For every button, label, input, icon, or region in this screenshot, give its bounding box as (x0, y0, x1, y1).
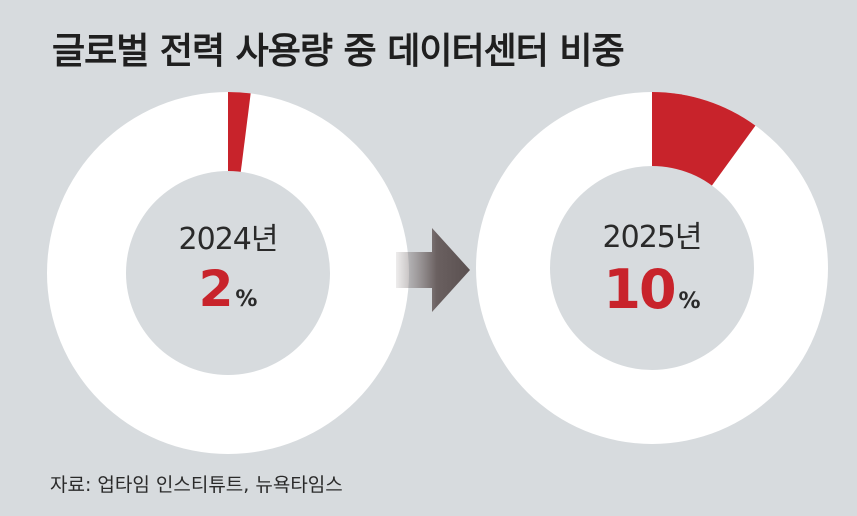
donut-2025 (476, 92, 828, 444)
donut-label-2024: 2024년 2% (118, 214, 338, 318)
donut-center-2024 (126, 171, 330, 375)
percent-label-2025: 10% (542, 258, 762, 321)
year-label-2024: 2024년 (178, 222, 279, 257)
arrow-right-icon (396, 228, 470, 312)
donut-center-2025 (550, 166, 754, 370)
source-note: 자료: 업타임 인스티튜트, 뉴욕타임스 (50, 474, 343, 496)
percent-value-2024: 2 (198, 260, 234, 318)
percent-unit-2024: % (235, 287, 258, 312)
percent-value-2025: 10 (603, 258, 676, 321)
year-label-2025: 2025년 (602, 220, 703, 255)
donut-label-2025: 2025년 10% (542, 212, 762, 321)
page-title: 글로벌 전력 사용량 중 데이터센터 비중 (52, 31, 625, 72)
donut-2024 (47, 92, 409, 454)
percent-unit-2025: % (678, 289, 701, 314)
percent-label-2024: 2% (118, 260, 338, 318)
